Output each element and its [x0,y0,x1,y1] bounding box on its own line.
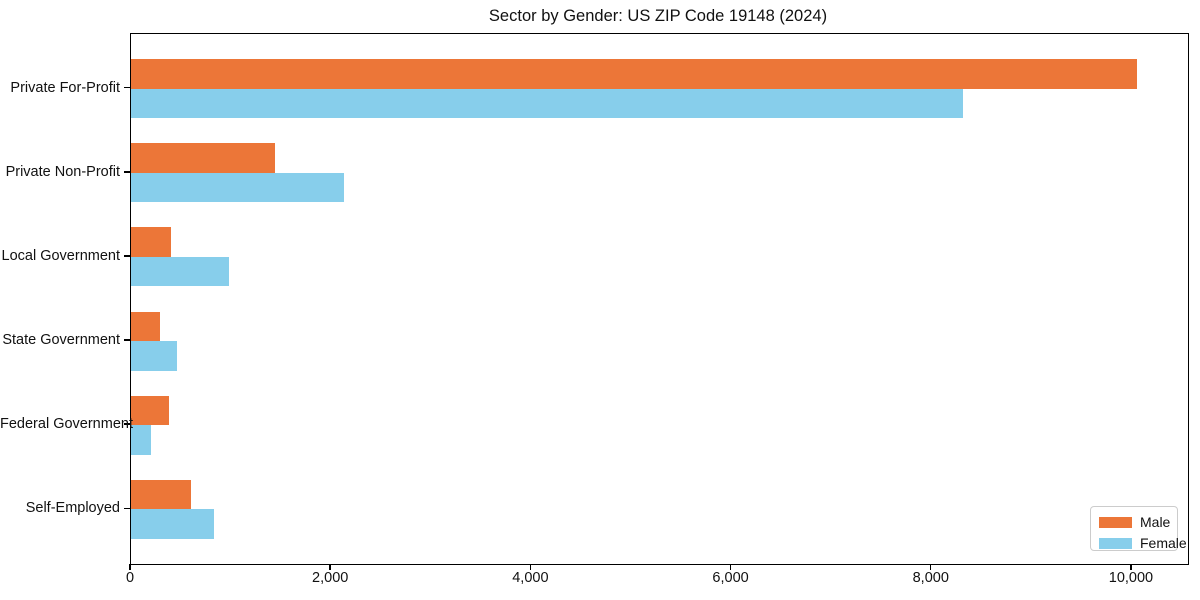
bar-male-local-government [131,227,172,257]
y-tick-mark [124,86,130,89]
x-tick-label-2-000: 2,000 [312,570,349,586]
legend: Male Female [1090,506,1187,551]
x-tick-mark [329,564,331,570]
legend-item-female: Female [1099,535,1187,551]
bar-female-private-non-profit [131,172,345,203]
y-tick-label-self-employed: Self-Employed [25,500,120,517]
bar-female-federal-government [131,425,152,455]
legend-label-female: Female [1140,535,1187,551]
y-tick-label-private-for-profit: Private For-Profit [10,79,120,96]
bar-female-state-government [131,341,178,371]
bar-male-private-for-profit [131,59,1137,89]
legend-item-male: Male [1099,514,1171,530]
y-tick-label-state-government: State Government [2,332,120,349]
x-tick-label-4-000: 4,000 [512,570,549,586]
x-tick-label-0: 0 [125,570,135,586]
y-tick-mark [124,507,130,509]
chart-title: Sector by Gender: US ZIP Code 19148 (202… [488,7,828,25]
bar-male-self-employed [131,479,192,510]
x-tick-mark [930,564,932,570]
x-tick-label-10-000: 10,000 [1108,570,1154,586]
plot-area [130,33,1189,565]
y-tick-mark [124,171,130,173]
y-tick-label-federal-government: Federal Government [0,416,133,433]
x-tick-label-8-000: 8,000 [912,570,949,586]
y-tick-label-private-non-profit: Private Non-Profit [5,163,120,180]
y-tick-mark [124,339,130,341]
x-tick-label-6-000: 6,000 [712,570,749,586]
bar-male-state-government [131,311,161,342]
legend-swatch-male [1099,516,1132,528]
x-tick-mark [529,564,532,570]
bar-female-local-government [131,256,230,287]
bar-female-self-employed [131,509,215,539]
bar-male-private-non-profit [131,143,276,173]
x-tick-mark [729,564,732,570]
x-tick-mark [1130,564,1132,570]
bar-male-federal-government [131,395,169,426]
y-tick-mark [124,255,130,257]
bar-female-private-for-profit [131,88,963,119]
legend-swatch-female [1099,537,1132,549]
legend-label-male: Male [1140,514,1171,530]
x-tick-mark [129,564,131,570]
y-tick-mark [124,423,130,425]
y-tick-label-local-government: Local Government [1,247,120,264]
